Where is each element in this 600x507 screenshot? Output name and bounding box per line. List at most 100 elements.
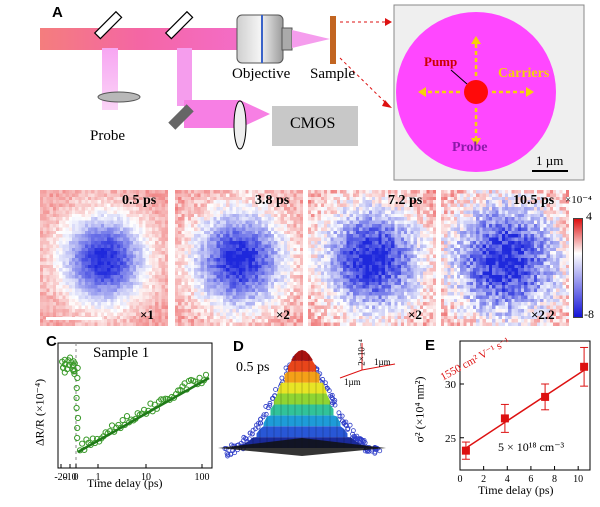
beam-splitter-2: [164, 10, 194, 40]
beam-splitter-1: [93, 10, 123, 40]
x-tick-label: 10: [141, 472, 151, 483]
data-point: [79, 440, 86, 447]
frame-4-multiplier: ×2.2: [531, 307, 555, 322]
data-point: [267, 400, 273, 406]
chart-c-xlabel: Time delay (ps): [87, 476, 163, 490]
data-point: [66, 354, 74, 361]
data-point: [352, 434, 358, 440]
probe-lens: [97, 91, 141, 103]
data-point: [70, 368, 77, 375]
colorbar-min: -8: [584, 307, 594, 321]
data-point: [73, 384, 80, 392]
pump-spot: [464, 80, 488, 104]
panel-c-label: C: [46, 333, 57, 350]
cmos-camera: [272, 106, 358, 146]
frame-1-time: 0.5 ps: [122, 193, 157, 208]
data-point: [158, 396, 165, 403]
heatmap-frame-3: [308, 190, 436, 326]
data-point: [74, 364, 81, 372]
x-tick-label: 8: [552, 474, 557, 485]
inset-scale-label: 1 µm: [536, 153, 564, 168]
chart-d-annotation: 0.5 ps: [236, 360, 270, 375]
data-point: [250, 431, 255, 437]
y-tick-label: 25: [445, 433, 457, 445]
chart-d-y-label: 1µm: [344, 377, 361, 387]
data-point: [326, 388, 332, 393]
y-tick-label: 30: [445, 379, 457, 391]
inset-probe-label: Probe: [452, 140, 488, 155]
chart-c-title: Sample 1: [93, 345, 150, 361]
frame-2-multiplier: ×2: [276, 307, 290, 322]
data-point: [225, 453, 230, 459]
data-point: [336, 410, 342, 416]
surface-base: [218, 438, 386, 456]
chart-e-frame: [459, 340, 591, 471]
data-point: [119, 416, 126, 424]
chart-e-xlabel: Time delay (ps): [478, 483, 554, 497]
chart-c-frame: [57, 342, 213, 469]
data-point: [350, 428, 356, 433]
panel-d-label: D: [233, 338, 244, 355]
data-point: [61, 356, 68, 363]
data-point: [243, 436, 249, 442]
x-tick-label: 4: [505, 474, 510, 485]
heatmap-frame-1: [40, 190, 168, 326]
data-point: [74, 424, 81, 432]
x-tick-label: -20: [54, 472, 67, 483]
data-point: [265, 405, 271, 411]
chart-e-annotation: 5 × 10¹⁸ cm⁻³: [498, 440, 565, 454]
data-point: [267, 402, 273, 408]
data-point: [257, 420, 263, 426]
data-point: [339, 413, 345, 419]
chart-d-x-label: 1µm: [374, 357, 391, 367]
data-point: [360, 438, 365, 443]
data-point: [320, 377, 326, 382]
data-point: [71, 360, 78, 367]
x-tick-label: 6: [528, 474, 533, 485]
probe-label: Probe: [90, 128, 125, 144]
data-point: [74, 414, 82, 422]
sample-label: Sample: [310, 66, 355, 82]
x-tick-label: 10: [573, 474, 583, 485]
data-point: [61, 369, 68, 376]
scale-bar: [46, 317, 102, 320]
x-tick-label: -10: [63, 472, 76, 483]
data-point: [71, 370, 78, 378]
colorbar-max: 4: [586, 209, 592, 223]
return-beam-horizontal: [184, 100, 240, 128]
axis-x: [361, 363, 396, 371]
fit-line: [77, 376, 210, 454]
data-point: [461, 446, 470, 455]
x-tick-label: 2: [481, 474, 486, 485]
data-point: [580, 362, 589, 371]
colorbar: [573, 218, 583, 318]
data-point: [322, 380, 328, 386]
x-tick-label: 100: [195, 472, 210, 483]
panel-e-label: E: [425, 337, 436, 354]
return-beam-vertical: [177, 48, 192, 106]
frame-4-time: 10.5 ps: [513, 193, 555, 208]
data-point: [73, 394, 80, 402]
inset-carriers-label: Carriers: [498, 66, 550, 81]
frame-2-time: 3.8 ps: [255, 193, 290, 208]
data-point: [202, 371, 210, 378]
data-point: [541, 392, 550, 401]
data-point: [263, 411, 269, 417]
frame-1-multiplier: ×1: [140, 307, 154, 322]
objective-label: Objective: [232, 66, 291, 82]
data-point: [332, 398, 338, 403]
x-tick-label: 0: [458, 474, 463, 485]
data-point: [74, 434, 81, 442]
pump-label: Pump: [5, 30, 41, 46]
colorbar-exponent: ×10⁻⁴: [565, 194, 592, 206]
heatmap-frame-2: [175, 190, 303, 326]
heatmap-frame-4: [441, 190, 569, 326]
fit-line: [463, 367, 589, 451]
frame-3-time: 7.2 ps: [388, 193, 423, 208]
imaging-lens: [233, 100, 247, 150]
panel-a-label: A: [52, 4, 63, 21]
